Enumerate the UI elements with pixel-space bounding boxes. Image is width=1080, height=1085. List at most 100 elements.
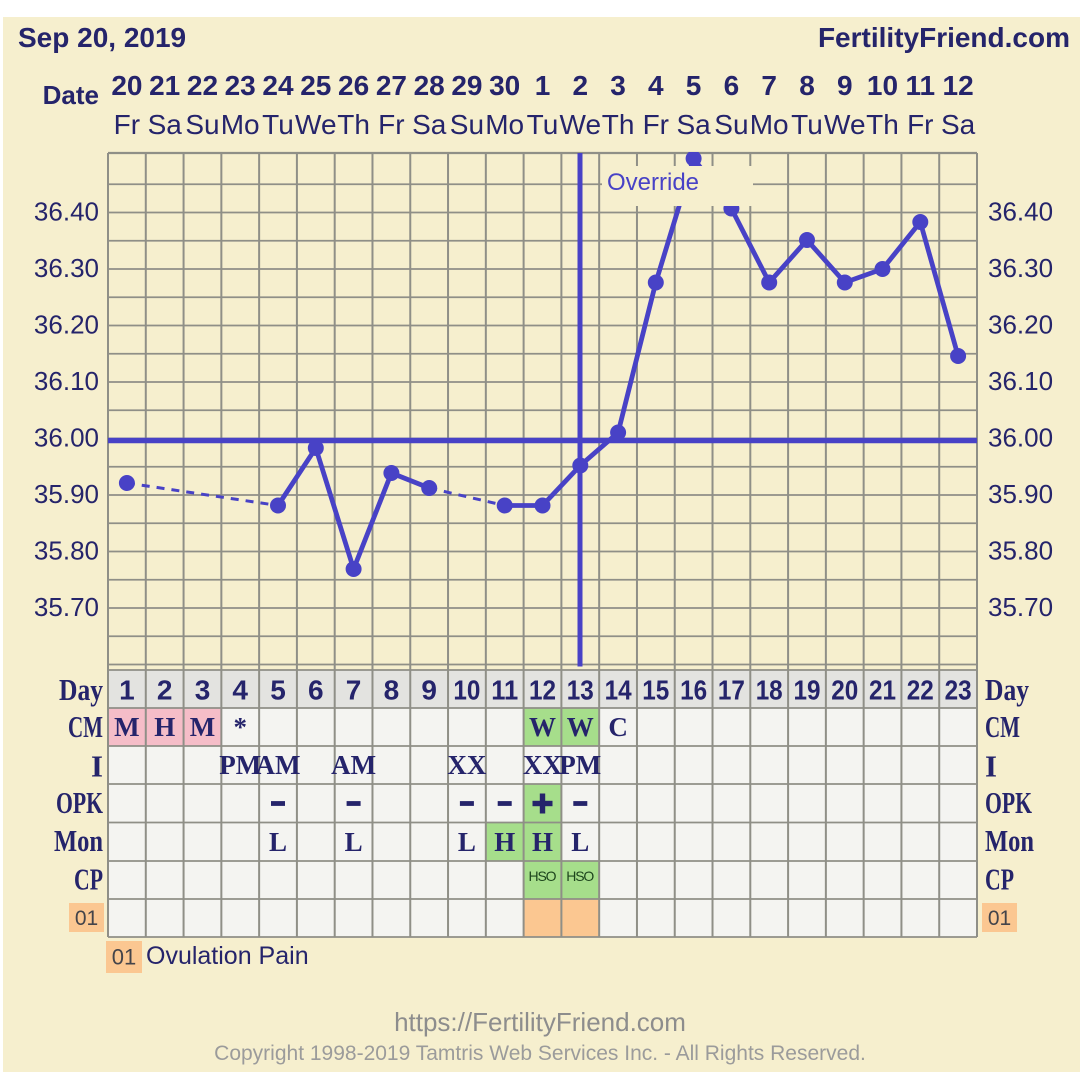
svg-text:I: I [985,749,997,784]
svg-text:L: L [345,827,363,857]
svg-text:Sa: Sa [148,109,183,140]
svg-text:Tu: Tu [791,109,823,140]
svg-text:Su: Su [714,109,748,140]
svg-text:W: W [529,712,556,742]
svg-text:Date: Date [43,80,99,110]
svg-text:6: 6 [308,675,324,706]
svg-text:24: 24 [262,70,294,101]
svg-text:AM: AM [331,750,376,780]
svg-text:Tu: Tu [262,109,294,140]
svg-text:36.00: 36.00 [34,423,99,453]
svg-text:12: 12 [943,70,974,101]
svg-text:27: 27 [376,70,407,101]
svg-text:L: L [458,827,476,857]
svg-text:Copyright 1998-2019 Tamtris We: Copyright 1998-2019 Tamtris Web Services… [214,1042,866,1065]
svg-text:Th: Th [866,109,899,140]
svg-text:Fr: Fr [114,109,140,140]
svg-text:Fr: Fr [907,109,933,140]
svg-text:XX: XX [523,750,562,780]
svg-text:Day: Day [59,672,103,707]
svg-text:35.80: 35.80 [988,536,1053,566]
svg-text:01: 01 [112,945,136,970]
svg-text:M: M [190,712,215,742]
svg-text:36.30: 36.30 [988,253,1053,283]
svg-text:28: 28 [414,70,445,101]
svg-text:Mo: Mo [221,109,260,140]
svg-text:35.70: 35.70 [34,592,99,622]
svg-text:Sa: Sa [412,109,447,140]
svg-text:36.10: 36.10 [988,366,1053,396]
svg-text:36.00: 36.00 [988,423,1053,453]
svg-text:2: 2 [157,675,173,706]
svg-text:3: 3 [610,70,626,101]
svg-text:Override: Override [607,169,699,196]
svg-text:22: 22 [187,70,218,101]
svg-text:We: We [295,109,337,140]
svg-text:15: 15 [642,675,669,706]
svg-text:2: 2 [573,70,589,101]
svg-text:Th: Th [337,109,370,140]
svg-text:Sa: Sa [676,109,711,140]
svg-text:Ovulation Pain: Ovulation Pain [146,942,309,970]
svg-text:8: 8 [799,70,815,101]
svg-text:Fr: Fr [378,109,404,140]
svg-text:CM: CM [985,709,1020,744]
svg-text:17: 17 [718,675,745,706]
svg-text:4: 4 [232,675,248,706]
svg-text:C: C [608,712,628,742]
svg-text:Sa: Sa [941,109,976,140]
svg-text:1: 1 [119,675,135,706]
svg-text:M: M [114,712,139,742]
svg-text:21: 21 [149,70,180,101]
svg-text:HSO: HSO [529,868,557,884]
svg-text:22: 22 [907,675,934,706]
svg-text:35.80: 35.80 [34,536,99,566]
svg-text:3: 3 [195,675,211,706]
svg-text:6: 6 [724,70,740,101]
svg-text:4: 4 [648,70,664,101]
svg-text:FertilityFriend.com: FertilityFriend.com [818,22,1070,53]
svg-text:1: 1 [535,70,551,101]
svg-text:*: * [233,712,247,742]
svg-text:36.40: 36.40 [34,197,99,227]
svg-text:Day: Day [985,672,1029,707]
svg-text:We: We [824,109,866,140]
svg-text:OPK: OPK [985,785,1032,820]
svg-text:XX: XX [447,750,486,780]
svg-text:18: 18 [756,675,783,706]
svg-text:Tu: Tu [527,109,559,140]
svg-text:7: 7 [761,70,777,101]
svg-text:CM: CM [68,709,103,744]
svg-text:16: 16 [680,675,707,706]
svg-text:Fr: Fr [643,109,669,140]
svg-text:23: 23 [225,70,256,101]
svg-text:Mon: Mon [985,823,1034,858]
svg-text:20: 20 [111,70,142,101]
svg-text:Mon: Mon [54,823,103,858]
svg-text:Mo: Mo [750,109,789,140]
svg-text:13: 13 [567,675,594,706]
svg-text:11: 11 [491,675,518,706]
svg-text:36.20: 36.20 [34,310,99,340]
svg-text:L: L [571,827,589,857]
svg-text:I: I [91,749,103,784]
svg-text:12: 12 [529,675,556,706]
svg-text:36.30: 36.30 [34,253,99,283]
svg-text:35.70: 35.70 [988,592,1053,622]
svg-text:H: H [494,827,515,857]
svg-text:Mo: Mo [485,109,524,140]
svg-text:25: 25 [300,70,331,101]
svg-text:We: We [560,109,602,140]
svg-text:01: 01 [988,907,1011,930]
svg-text:OPK: OPK [56,785,103,820]
svg-text:20: 20 [831,675,858,706]
svg-text:L: L [269,827,287,857]
svg-text:H: H [532,827,553,857]
svg-text:36.20: 36.20 [988,310,1053,340]
svg-text:5: 5 [686,70,702,101]
svg-text:5: 5 [270,675,286,706]
svg-text:21: 21 [869,675,896,706]
svg-text:7: 7 [346,675,362,706]
svg-text:9: 9 [837,70,853,101]
svg-text:PM: PM [219,750,261,780]
